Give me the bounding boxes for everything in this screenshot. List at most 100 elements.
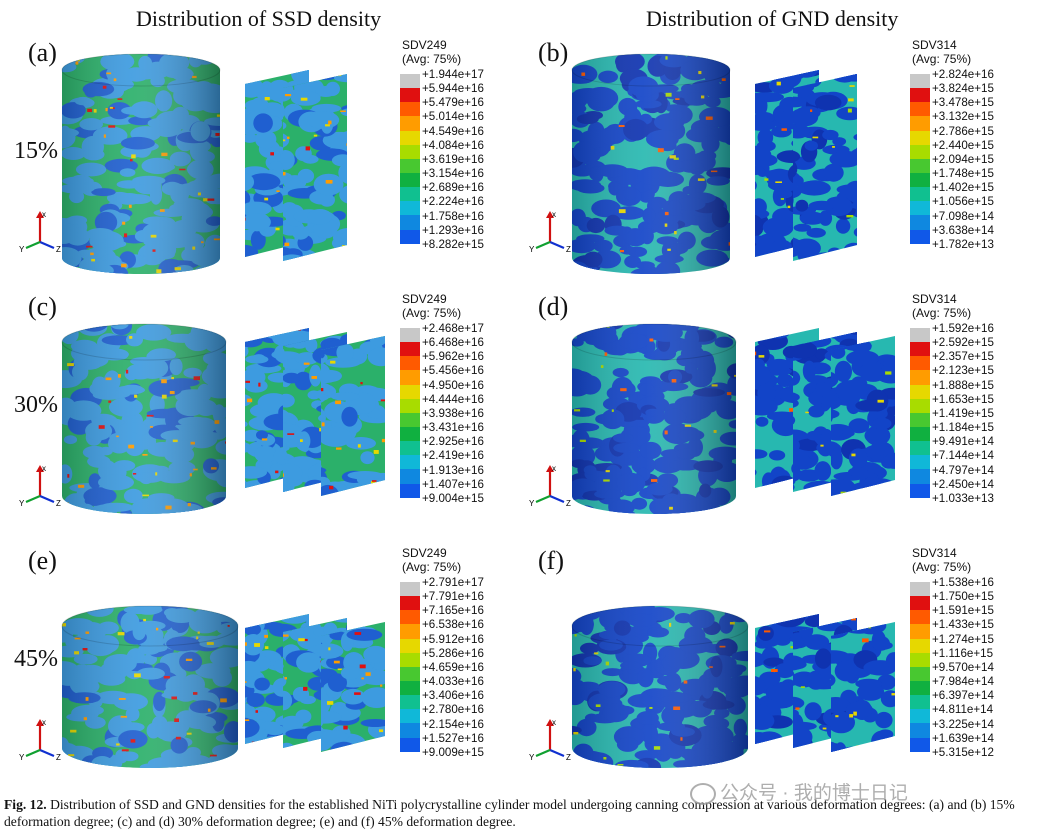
color-legend: SDV314 (Avg: 75%) +2.824e+16 +3.824e+15 +3… xyxy=(910,38,1030,251)
legend-swatch xyxy=(910,624,930,639)
panel-f: (f) x Y Z SDV314 (Avg: 75%) +1.538e+16 +1… xyxy=(510,546,1020,808)
legend-swatch xyxy=(400,102,420,117)
legend-value: +3.154e+16 xyxy=(422,167,484,181)
legend-color-bar xyxy=(400,74,420,244)
axis-z-label: Z xyxy=(56,753,61,762)
legend-value: +3.619e+16 xyxy=(422,152,484,166)
legend-value: +7.098e+14 xyxy=(932,209,994,223)
legend-swatch xyxy=(910,384,930,399)
axis-y-label: Y xyxy=(19,753,25,762)
legend-swatch xyxy=(910,370,930,385)
legend-title: SDV249 xyxy=(402,292,447,306)
section-slices xyxy=(245,70,347,261)
legend-swatch xyxy=(400,187,420,202)
legend-value: +7.791e+16 xyxy=(422,590,484,604)
legend-value: +1.592e+16 xyxy=(932,322,994,335)
legend-value: +1.944e+17 xyxy=(422,68,484,81)
legend-value: +2.094e+15 xyxy=(932,152,994,166)
legend-color-bar xyxy=(910,582,930,752)
legend-subtitle: (Avg: 75%) xyxy=(912,306,972,320)
legend-value: +1.116e+15 xyxy=(932,646,994,660)
legend-value: +3.225e+14 xyxy=(932,717,994,731)
legend-color-bar xyxy=(400,582,420,752)
legend-value: +1.293e+16 xyxy=(422,223,484,237)
cylinder-model xyxy=(571,53,731,274)
axis-y-label: Y xyxy=(529,753,535,762)
legend-value: +4.950e+16 xyxy=(422,378,484,392)
legend-swatch xyxy=(400,412,420,427)
legend-swatch xyxy=(910,469,930,484)
legend-swatch xyxy=(910,88,930,103)
axis-x-label: x xyxy=(42,210,46,219)
legend-value: +1.591e+15 xyxy=(932,604,994,618)
panel-label: (c) xyxy=(28,292,57,321)
legend-swatch xyxy=(400,215,420,230)
color-legend: SDV249 (Avg: 75%) +2.791e+17 +7.791e+16 +7… xyxy=(400,546,520,759)
legend-color-bar xyxy=(910,74,930,244)
caption-text: Distribution of SSD and GND densities fo… xyxy=(4,797,1015,829)
legend-value: +1.402e+15 xyxy=(932,181,994,195)
section-slices xyxy=(755,70,857,261)
axis-z-label: Z xyxy=(566,499,571,508)
legend-value: +1.639e+14 xyxy=(932,731,994,745)
legend-swatch xyxy=(910,102,930,117)
legend-swatch xyxy=(910,144,930,159)
axis-y-label: Y xyxy=(529,245,535,254)
color-legend: SDV314 (Avg: 75%) +1.592e+16 +2.592e+15 +2… xyxy=(910,292,1030,505)
legend-swatch xyxy=(910,130,930,145)
legend-value: +8.282e+15 xyxy=(422,237,484,251)
legend-value: +5.315e+12 xyxy=(932,745,994,759)
legend-swatch xyxy=(910,398,930,413)
legend-swatch xyxy=(910,229,930,244)
legend-color-bar xyxy=(910,328,930,498)
legend-color-bar xyxy=(400,328,420,498)
legend-swatch xyxy=(400,342,420,357)
legend-value: +7.144e+14 xyxy=(932,449,994,463)
caption-label: Fig. 12. xyxy=(4,797,47,812)
legend-swatch xyxy=(910,172,930,188)
legend-value: +1.748e+15 xyxy=(932,167,994,181)
legend-swatch xyxy=(910,342,930,357)
legend-value: +2.925e+16 xyxy=(422,435,484,449)
cylinder-model xyxy=(571,323,737,514)
legend-value: +6.538e+16 xyxy=(422,618,484,632)
axis-z-label: Z xyxy=(56,245,61,254)
gnd-column-title: Distribution of GND density xyxy=(646,6,899,31)
legend-title: SDV314 xyxy=(912,38,957,52)
axis-x-label: x xyxy=(552,718,556,727)
legend-value: +5.912e+16 xyxy=(422,632,484,646)
legend-title: SDV249 xyxy=(402,38,447,52)
color-legend: SDV249 (Avg: 75%) +2.468e+17 +6.468e+16 +5… xyxy=(400,292,520,505)
axis-triad: x Y Z xyxy=(529,210,571,254)
legend-swatch xyxy=(400,328,420,343)
legend-value: +2.154e+16 xyxy=(422,717,484,731)
legend-value: +2.440e+15 xyxy=(932,138,994,152)
legend-swatch xyxy=(910,610,930,625)
legend-swatch xyxy=(400,652,420,667)
panel-c: (c) 30% x Y Z SDV249 (Avg: 75%) +2.468e+1… xyxy=(0,292,510,554)
legend-swatch xyxy=(400,610,420,625)
panel-d: (d) x Y Z SDV314 (Avg: 75%) +1.592e+16 +2… xyxy=(510,292,1020,554)
axis-y-label: Y xyxy=(19,499,25,508)
legend-value: +4.549e+16 xyxy=(422,124,484,138)
axis-triad: x Y Z xyxy=(529,464,571,508)
legend-swatch xyxy=(910,695,930,710)
panel-label: (f) xyxy=(538,546,564,575)
legend-swatch xyxy=(400,370,420,385)
legend-value: +3.478e+15 xyxy=(932,96,994,110)
legend-swatch xyxy=(910,666,930,681)
legend-value: +2.357e+15 xyxy=(932,350,994,364)
legend-swatch xyxy=(910,116,930,131)
legend-subtitle: (Avg: 75%) xyxy=(402,52,462,66)
ssd-column-title: Distribution of SSD density xyxy=(136,6,382,31)
legend-value: +9.491e+14 xyxy=(932,435,994,449)
legend-swatch xyxy=(400,74,420,89)
legend-swatch xyxy=(400,624,420,639)
legend-value: +3.132e+15 xyxy=(932,110,994,124)
legend-swatch xyxy=(910,441,930,456)
legend-swatch xyxy=(400,469,420,484)
axis-triad: x Y Z xyxy=(19,464,61,508)
axis-y-label: Y xyxy=(529,499,535,508)
legend-value: +5.944e+16 xyxy=(422,82,484,96)
legend-value: +7.165e+16 xyxy=(422,604,484,618)
